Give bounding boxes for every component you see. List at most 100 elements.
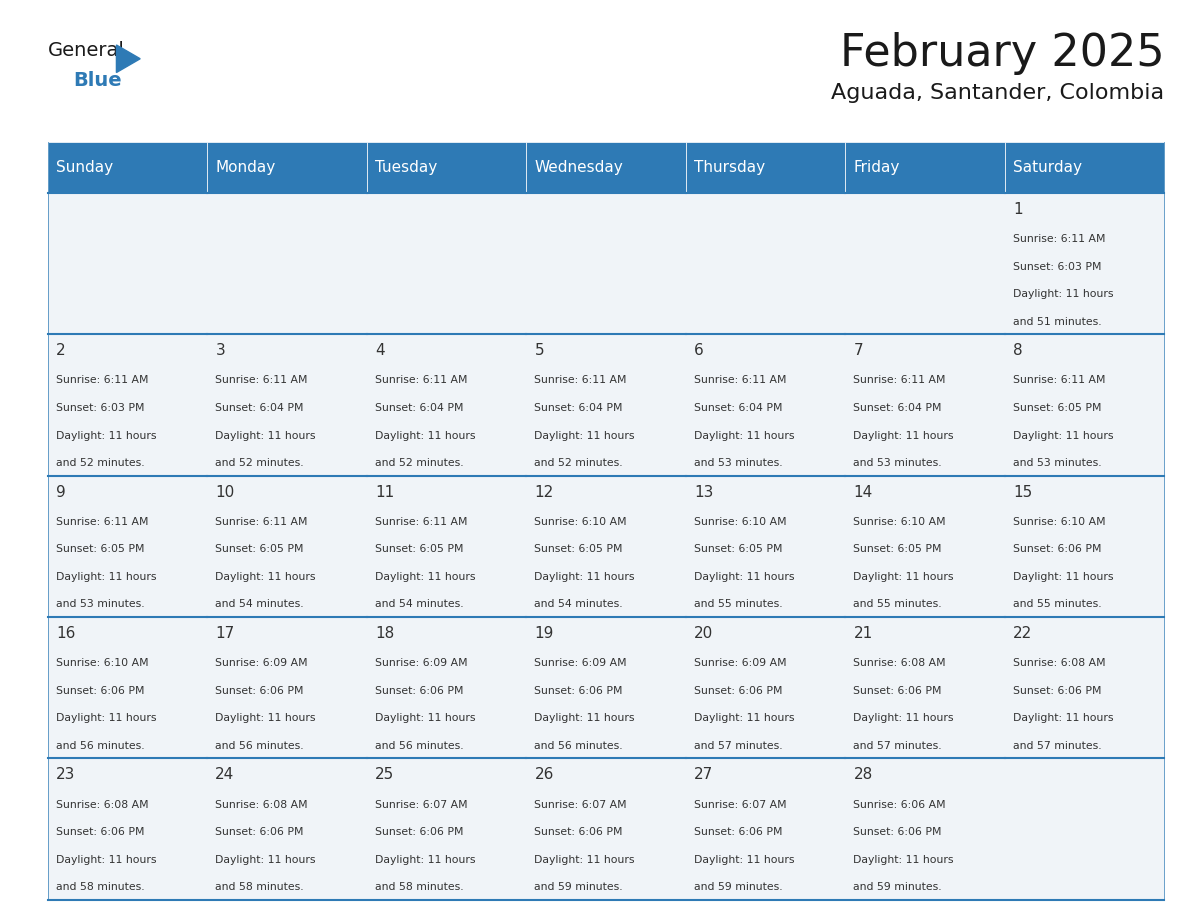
- Text: Sunset: 6:04 PM: Sunset: 6:04 PM: [375, 403, 463, 413]
- Text: Daylight: 11 hours: Daylight: 11 hours: [56, 431, 157, 441]
- Text: 24: 24: [215, 767, 234, 782]
- Text: Sunrise: 6:07 AM: Sunrise: 6:07 AM: [375, 800, 468, 810]
- Bar: [367, 193, 526, 334]
- Text: and 52 minutes.: and 52 minutes.: [215, 458, 304, 468]
- Text: Sunrise: 6:11 AM: Sunrise: 6:11 AM: [535, 375, 627, 386]
- Text: 20: 20: [694, 626, 713, 641]
- Text: Daylight: 11 hours: Daylight: 11 hours: [535, 713, 634, 723]
- Text: Daylight: 11 hours: Daylight: 11 hours: [694, 713, 795, 723]
- Text: Daylight: 11 hours: Daylight: 11 hours: [535, 855, 634, 865]
- Text: Sunrise: 6:09 AM: Sunrise: 6:09 AM: [535, 658, 627, 668]
- Text: Sunset: 6:06 PM: Sunset: 6:06 PM: [375, 686, 463, 696]
- Text: Sunset: 6:05 PM: Sunset: 6:05 PM: [694, 544, 783, 554]
- Text: Sunset: 6:06 PM: Sunset: 6:06 PM: [1013, 686, 1101, 696]
- Text: 11: 11: [375, 485, 394, 499]
- Bar: [526, 142, 685, 193]
- Text: Sunrise: 6:11 AM: Sunrise: 6:11 AM: [694, 375, 786, 386]
- Text: and 59 minutes.: and 59 minutes.: [694, 882, 783, 892]
- Bar: [207, 476, 367, 617]
- Text: General: General: [48, 41, 125, 61]
- Text: 18: 18: [375, 626, 394, 641]
- Polygon shape: [116, 45, 140, 73]
- Bar: [845, 193, 1005, 334]
- Text: Sunrise: 6:11 AM: Sunrise: 6:11 AM: [56, 375, 148, 386]
- Text: 13: 13: [694, 485, 713, 499]
- Text: and 58 minutes.: and 58 minutes.: [56, 882, 145, 892]
- Text: and 54 minutes.: and 54 minutes.: [375, 599, 463, 610]
- Bar: [207, 758, 367, 900]
- Text: and 51 minutes.: and 51 minutes.: [1013, 317, 1101, 327]
- Text: Sunrise: 6:11 AM: Sunrise: 6:11 AM: [375, 517, 467, 527]
- Bar: [1005, 476, 1164, 617]
- Bar: [526, 758, 685, 900]
- Text: 6: 6: [694, 343, 703, 358]
- Bar: [526, 193, 685, 334]
- Text: Sunset: 6:04 PM: Sunset: 6:04 PM: [853, 403, 942, 413]
- Text: and 57 minutes.: and 57 minutes.: [694, 741, 783, 751]
- Text: Sunset: 6:06 PM: Sunset: 6:06 PM: [694, 827, 783, 837]
- Bar: [685, 758, 845, 900]
- Text: 3: 3: [215, 343, 225, 358]
- Text: and 56 minutes.: and 56 minutes.: [56, 741, 145, 751]
- Text: Wednesday: Wednesday: [535, 160, 624, 175]
- Text: Thursday: Thursday: [694, 160, 765, 175]
- Text: Sunrise: 6:10 AM: Sunrise: 6:10 AM: [535, 517, 627, 527]
- Text: Daylight: 11 hours: Daylight: 11 hours: [215, 572, 316, 582]
- Text: 8: 8: [1013, 343, 1023, 358]
- Text: 25: 25: [375, 767, 394, 782]
- Bar: [48, 334, 207, 476]
- Text: Daylight: 11 hours: Daylight: 11 hours: [215, 855, 316, 865]
- Text: Sunrise: 6:08 AM: Sunrise: 6:08 AM: [215, 800, 308, 810]
- Text: Daylight: 11 hours: Daylight: 11 hours: [1013, 431, 1113, 441]
- Text: and 52 minutes.: and 52 minutes.: [56, 458, 145, 468]
- Text: Sunrise: 6:08 AM: Sunrise: 6:08 AM: [853, 658, 946, 668]
- Bar: [48, 476, 207, 617]
- Text: Sunset: 6:03 PM: Sunset: 6:03 PM: [56, 403, 144, 413]
- Text: Sunset: 6:04 PM: Sunset: 6:04 PM: [215, 403, 304, 413]
- Text: 1: 1: [1013, 202, 1023, 217]
- Text: and 53 minutes.: and 53 minutes.: [694, 458, 783, 468]
- Text: 15: 15: [1013, 485, 1032, 499]
- Text: Sunset: 6:06 PM: Sunset: 6:06 PM: [215, 827, 304, 837]
- Bar: [685, 142, 845, 193]
- Text: Daylight: 11 hours: Daylight: 11 hours: [1013, 713, 1113, 723]
- Text: and 59 minutes.: and 59 minutes.: [535, 882, 623, 892]
- Bar: [367, 758, 526, 900]
- Bar: [1005, 758, 1164, 900]
- Text: Sunset: 6:06 PM: Sunset: 6:06 PM: [853, 686, 942, 696]
- Text: Daylight: 11 hours: Daylight: 11 hours: [694, 855, 795, 865]
- Text: Daylight: 11 hours: Daylight: 11 hours: [853, 572, 954, 582]
- Text: and 57 minutes.: and 57 minutes.: [1013, 741, 1101, 751]
- Text: Daylight: 11 hours: Daylight: 11 hours: [215, 713, 316, 723]
- Text: Sunrise: 6:09 AM: Sunrise: 6:09 AM: [375, 658, 468, 668]
- Text: Sunset: 6:04 PM: Sunset: 6:04 PM: [535, 403, 623, 413]
- Text: Saturday: Saturday: [1013, 160, 1082, 175]
- Text: 22: 22: [1013, 626, 1032, 641]
- Text: Sunrise: 6:10 AM: Sunrise: 6:10 AM: [853, 517, 946, 527]
- Text: Blue: Blue: [74, 71, 122, 90]
- Text: 16: 16: [56, 626, 75, 641]
- Bar: [845, 617, 1005, 758]
- Text: Daylight: 11 hours: Daylight: 11 hours: [1013, 572, 1113, 582]
- Text: and 56 minutes.: and 56 minutes.: [535, 741, 623, 751]
- Text: Sunset: 6:06 PM: Sunset: 6:06 PM: [56, 827, 144, 837]
- Text: Sunrise: 6:11 AM: Sunrise: 6:11 AM: [853, 375, 946, 386]
- Text: Sunset: 6:06 PM: Sunset: 6:06 PM: [535, 686, 623, 696]
- Text: Sunrise: 6:11 AM: Sunrise: 6:11 AM: [215, 375, 308, 386]
- Text: Daylight: 11 hours: Daylight: 11 hours: [853, 855, 954, 865]
- Text: Sunset: 6:04 PM: Sunset: 6:04 PM: [694, 403, 783, 413]
- Bar: [367, 476, 526, 617]
- Text: 26: 26: [535, 767, 554, 782]
- Text: and 55 minutes.: and 55 minutes.: [694, 599, 783, 610]
- Text: Sunrise: 6:11 AM: Sunrise: 6:11 AM: [375, 375, 467, 386]
- Text: and 53 minutes.: and 53 minutes.: [56, 599, 145, 610]
- Bar: [845, 142, 1005, 193]
- Text: Sunrise: 6:08 AM: Sunrise: 6:08 AM: [1013, 658, 1106, 668]
- Text: Sunset: 6:06 PM: Sunset: 6:06 PM: [853, 827, 942, 837]
- Text: and 57 minutes.: and 57 minutes.: [853, 741, 942, 751]
- Text: Daylight: 11 hours: Daylight: 11 hours: [694, 431, 795, 441]
- Text: 2: 2: [56, 343, 65, 358]
- Text: Sunrise: 6:11 AM: Sunrise: 6:11 AM: [56, 517, 148, 527]
- Text: Sunset: 6:06 PM: Sunset: 6:06 PM: [694, 686, 783, 696]
- Text: February 2025: February 2025: [840, 32, 1164, 75]
